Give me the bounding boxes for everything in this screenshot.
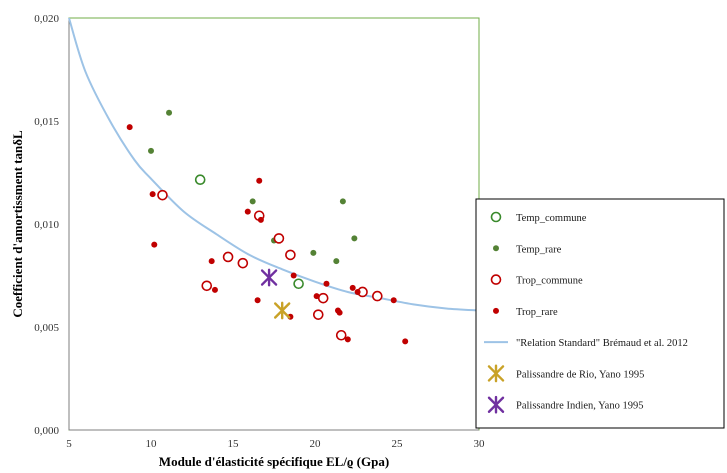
plot-area-frame	[68, 17, 480, 431]
y-tick-label: 0,020	[34, 13, 59, 25]
temp-rare-point	[339, 198, 346, 205]
trop-rare-point	[402, 338, 409, 345]
trop-rare-point	[208, 258, 215, 265]
trop-rare-point	[254, 297, 261, 304]
legend-label: Trop_rare	[516, 307, 558, 318]
trop-rare-point	[151, 241, 158, 248]
temp-rare-point	[351, 235, 358, 242]
temp-commune-point	[194, 174, 206, 186]
trop-rare-point	[257, 216, 264, 223]
legend-label: Palissandre de Rio, Yano 1995	[516, 369, 644, 380]
relation-standard-curve	[68, 17, 480, 312]
legend-swatch	[493, 245, 499, 252]
legend: Temp_commune Temp_rare Trop_commune Trop_ra…	[475, 198, 725, 429]
y-tick-label: 0,000	[34, 425, 59, 437]
trop-commune-point	[285, 249, 296, 261]
trop-rare-point	[313, 293, 320, 300]
legend-swatch	[493, 307, 499, 314]
trop-rare-point	[126, 124, 133, 131]
palissandre-de-rio-yano-1995-point	[274, 301, 291, 320]
temp-commune-point	[293, 278, 304, 290]
trop-rare-point	[349, 284, 356, 291]
trop-commune-point	[222, 251, 234, 263]
trop-rare-point	[244, 208, 251, 215]
legend-label: "Relation Standard" Brémaud et al. 2012	[516, 338, 688, 349]
temp-rare-point	[249, 198, 256, 205]
series-curve	[68, 17, 480, 312]
trop-commune-point	[312, 309, 324, 320]
temp-rare-point	[166, 109, 173, 116]
y-tick-label: 0,010	[34, 219, 59, 231]
trop-rare-point	[344, 336, 351, 343]
temp-rare-point	[310, 249, 317, 256]
trop-commune-point	[157, 189, 168, 201]
tick-labels: 5 10 15 20 25 30 0,000 0,005 0,010 0,015 0,020	[34, 13, 485, 450]
legend-label: Trop_commune	[516, 276, 583, 287]
trop-commune-point	[335, 329, 347, 341]
legend-swatch	[490, 274, 502, 285]
legend-label: Palissandre Indien, Yano 1995	[516, 401, 643, 412]
trop-commune-point	[273, 233, 285, 244]
x-tick-label: 15	[228, 438, 240, 450]
x-tick-label: 5	[66, 438, 72, 450]
trop-commune-point	[317, 292, 329, 304]
legend-swatch	[487, 364, 505, 383]
trop-commune-point	[237, 257, 249, 269]
axes	[68, 17, 480, 431]
y-tick-label: 0,005	[34, 322, 59, 334]
trop-rare-point	[290, 272, 297, 279]
trop-rare-point	[149, 191, 156, 198]
palissandre-indien-yano-1995-point	[260, 268, 278, 287]
data-points	[126, 109, 409, 345]
y-axis-title: Coefficient d'amortissment tanδL	[10, 130, 25, 318]
legend-box	[475, 198, 725, 429]
trop-rare-point	[336, 309, 343, 316]
trop-rare-point	[354, 288, 361, 295]
trop-commune-point	[201, 280, 213, 292]
x-tick-label: 30	[474, 438, 486, 450]
x-axis-title: Module d'élasticité spécifique EL/ϱ (Gpa…	[159, 454, 389, 469]
legend-swatch	[487, 395, 505, 414]
trop-rare-point	[256, 177, 263, 184]
temp-rare-point	[148, 147, 154, 154]
legend-label: Temp_commune	[516, 213, 587, 224]
temp-rare-point	[333, 258, 340, 265]
legend-swatch	[490, 211, 502, 223]
x-tick-label: 25	[392, 438, 404, 450]
x-tick-label: 20	[310, 438, 322, 450]
legend-label: Temp_rare	[516, 244, 562, 255]
y-tick-label: 0,015	[34, 116, 59, 128]
trop-rare-point	[323, 280, 330, 287]
x-tick-label: 10	[146, 438, 158, 450]
trop-rare-point	[211, 286, 218, 293]
trop-rare-point	[390, 297, 397, 304]
trop-commune-point	[372, 290, 383, 302]
